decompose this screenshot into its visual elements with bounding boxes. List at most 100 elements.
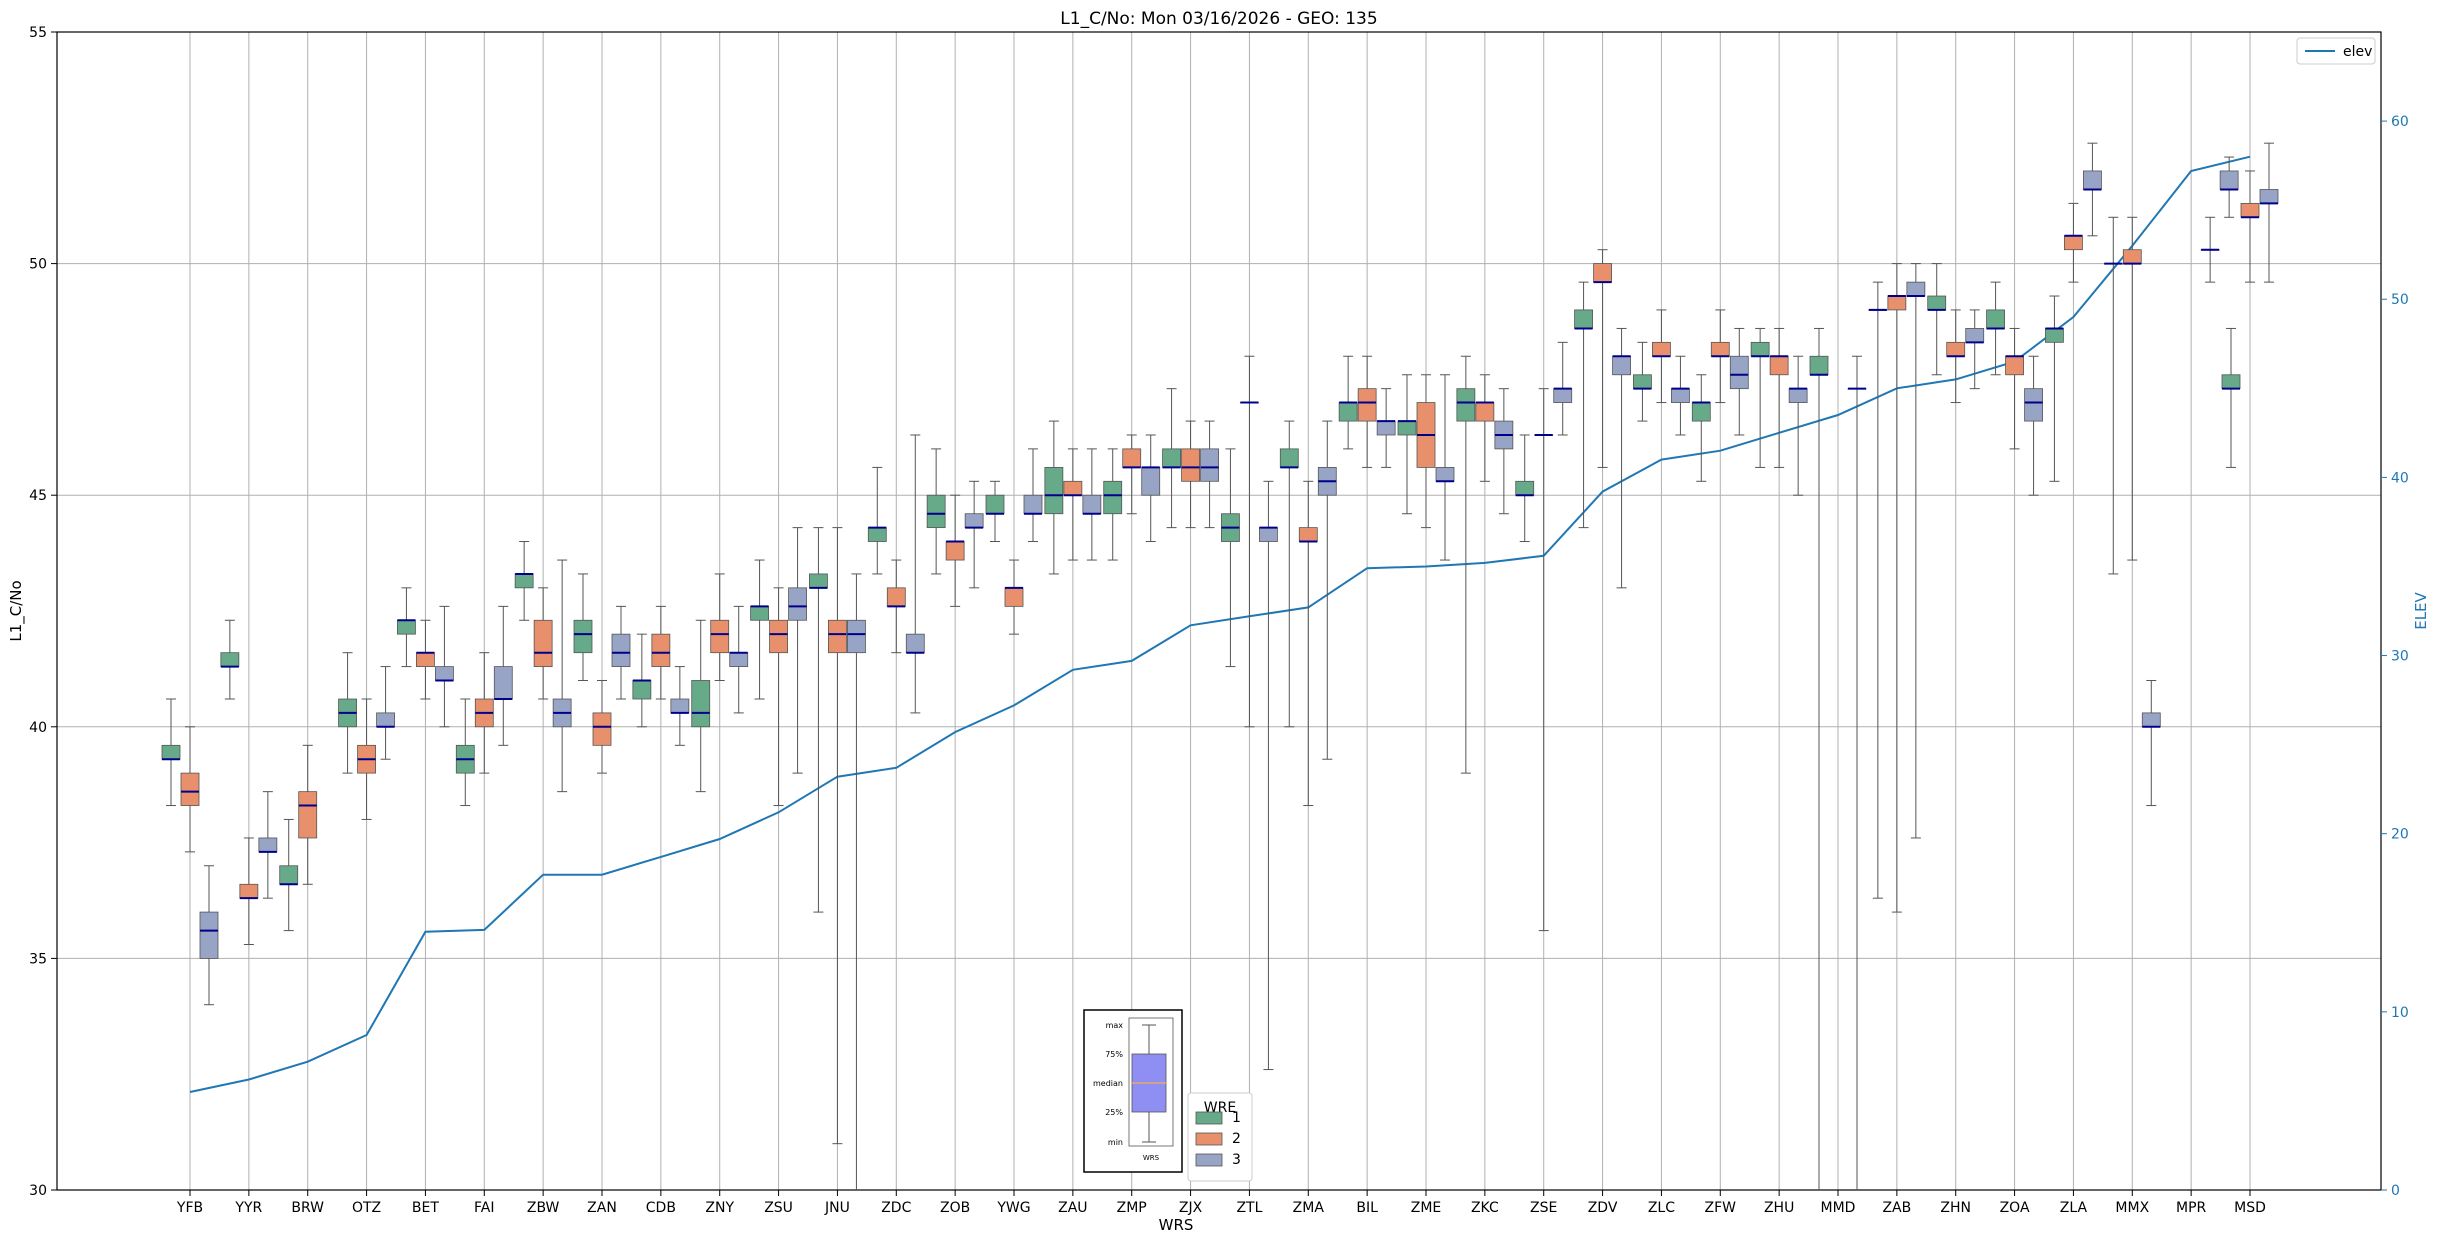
- box-zfw-wre1-body: [1691, 402, 1711, 422]
- x-tick-label-zny: ZNY: [705, 1200, 734, 1216]
- x-tick-label-mpr: MPR: [2176, 1200, 2207, 1216]
- y2-tick-label-10: 10: [2391, 1005, 2409, 1021]
- x-tick-label-zdv: ZDV: [1588, 1200, 1618, 1216]
- box-zdc-wre2-body: [886, 587, 906, 607]
- box-bet-wre2-body: [416, 652, 435, 667]
- box-msd-wre3-body: [2259, 189, 2279, 204]
- key-caption: WRS: [1143, 1154, 1160, 1162]
- x-tick-label-yfb: YFB: [176, 1200, 203, 1216]
- box-zmp-wre3-body: [1141, 467, 1161, 496]
- x-tick-label-zdc: ZDC: [881, 1200, 911, 1216]
- y-axis-label: L1_C/No: [7, 580, 26, 641]
- box-zjx-wre1-body: [1162, 448, 1181, 468]
- box-zny-wre1-body: [691, 680, 711, 728]
- box-zkc-wre1-body: [1456, 388, 1476, 422]
- box-zdc-wre1-body: [867, 527, 887, 542]
- legend-wre-swatch-1: [1195, 1111, 1223, 1125]
- box-zoa-wre3-body: [2024, 388, 2043, 422]
- box-yfb-wre3-body: [199, 911, 219, 959]
- y-axis-left: 30 35 40 45 50 55: [29, 25, 57, 1199]
- box-zbw-wre1-body: [514, 573, 534, 589]
- x-tick-label-zob: ZOB: [940, 1200, 970, 1216]
- x-tick-label-bet: BET: [412, 1200, 439, 1216]
- box-yyr-wre3-body: [258, 837, 278, 853]
- box-zlc-wre2-body: [1652, 341, 1671, 357]
- box-zau-wre2-body: [1063, 480, 1083, 496]
- legend-elev-label: elev: [2343, 44, 2372, 60]
- x-axis-label: WRS: [1159, 1216, 1194, 1234]
- box-zab-wre2-body: [1887, 295, 1907, 311]
- x-axis: YFB YYR BRW OTZ BET FAI ZBW ZAN CDB ZNY ZSU JNU ZDC Z…: [176, 1190, 2266, 1216]
- y2-tick-label-20: 20: [2391, 827, 2409, 843]
- x-tick-label-zfw: ZFW: [1705, 1200, 1737, 1216]
- box-bil-wre3-body: [1376, 420, 1396, 436]
- box-zdv-wre3-body: [1612, 355, 1631, 376]
- legend-wre-label-1: 1: [1232, 1110, 1241, 1126]
- box-zjx-wre2-body: [1181, 448, 1200, 482]
- legend-wre: WRE 123: [1187, 1092, 1253, 1182]
- x-tick-label-zla: ZLA: [2060, 1200, 2088, 1216]
- y2-tick-label-30: 30: [2391, 649, 2409, 665]
- box-zla-wre3-body: [2083, 170, 2102, 190]
- box-zab-wre3-body: [1906, 281, 1926, 297]
- x-tick-label-bil: BIL: [1356, 1200, 1378, 1216]
- x-tick-label-mmx: MMX: [2115, 1200, 2149, 1216]
- key-label-q3: 75%: [1105, 1050, 1123, 1059]
- box-zmp-wre2-body: [1122, 448, 1142, 468]
- box-zhn-wre3-body: [1965, 328, 1985, 343]
- box-mmx-wre3-body: [2141, 712, 2161, 728]
- box-ywg-wre1-body: [985, 494, 1005, 515]
- box-fai-wre3-body: [493, 666, 513, 700]
- box-zma-wre2-body: [1298, 527, 1318, 542]
- box-zfw-wre3-body: [1729, 355, 1749, 390]
- box-zan-wre1-body: [573, 619, 593, 654]
- box-zan-wre3-body: [611, 633, 631, 667]
- box-zhn-wre1-body: [1927, 295, 1947, 311]
- x-tick-label-mmd: MMD: [1821, 1200, 1856, 1216]
- y2-axis-label: ELEV: [2412, 591, 2430, 629]
- box-cdb-wre1-body: [632, 680, 652, 700]
- box-group-wre-2: [180, 170, 2260, 1145]
- box-zjx-wre3-body: [1200, 448, 1219, 482]
- legend-wre-label-2: 2: [1232, 1131, 1241, 1147]
- y2-tick-label-50: 50: [2391, 292, 2409, 308]
- box-zau-wre3-body: [1082, 494, 1102, 515]
- x-tick-label-zma: ZMA: [1293, 1200, 1325, 1216]
- y-axis-right: 0 10 20 30 40 50 60: [2381, 114, 2409, 1199]
- box-zse-wre3-body: [1553, 388, 1573, 403]
- box-zkc-wre2-body: [1475, 402, 1495, 422]
- box-ywg-wre2-body: [1004, 587, 1024, 607]
- box-msd-wre1-body: [2221, 374, 2241, 390]
- box-bil-wre2-body: [1357, 388, 1377, 422]
- box-zlc-wre3-body: [1671, 388, 1690, 403]
- box-zau-wre1-body: [1044, 467, 1064, 515]
- box-zsu-wre3-body: [788, 587, 807, 621]
- x-tick-label-zab: ZAB: [1882, 1200, 1911, 1216]
- box-ywg-wre3-body: [1023, 494, 1043, 515]
- x-tick-label-zkc: ZKC: [1471, 1200, 1499, 1216]
- x-tick-label-zhn: ZHN: [1940, 1200, 1971, 1216]
- box-otz-wre3-body: [376, 712, 395, 728]
- box-zob-wre2-body: [945, 541, 965, 561]
- box-zla-wre2-body: [2064, 235, 2083, 251]
- box-jnu-wre2-body: [828, 619, 847, 654]
- box-groups: [161, 142, 2279, 1190]
- x-tick-label-zan: ZAN: [587, 1200, 617, 1216]
- y2-tick-label-0: 0: [2391, 1183, 2400, 1199]
- box-brw-wre1-body: [279, 865, 299, 885]
- box-msd-wre2-body: [2240, 202, 2260, 218]
- x-tick-label-zjx: ZJX: [1179, 1200, 1203, 1216]
- x-tick-label-ywg: YWG: [996, 1200, 1030, 1216]
- y-tick-label-50: 50: [29, 257, 47, 273]
- key-label-q1: 25%: [1105, 1108, 1123, 1117]
- x-tick-label-zhu: ZHU: [1764, 1200, 1794, 1216]
- box-zsu-wre1-body: [750, 605, 769, 621]
- plot-frame: [56, 31, 2382, 1191]
- key-label-min: min: [1108, 1138, 1123, 1147]
- box-bet-wre3-body: [435, 666, 454, 681]
- key-label-max: max: [1106, 1021, 1124, 1030]
- x-tick-label-otz: OTZ: [352, 1200, 381, 1216]
- box-zny-wre2-body: [710, 619, 730, 654]
- x-tick-label-zsu: ZSU: [764, 1200, 793, 1216]
